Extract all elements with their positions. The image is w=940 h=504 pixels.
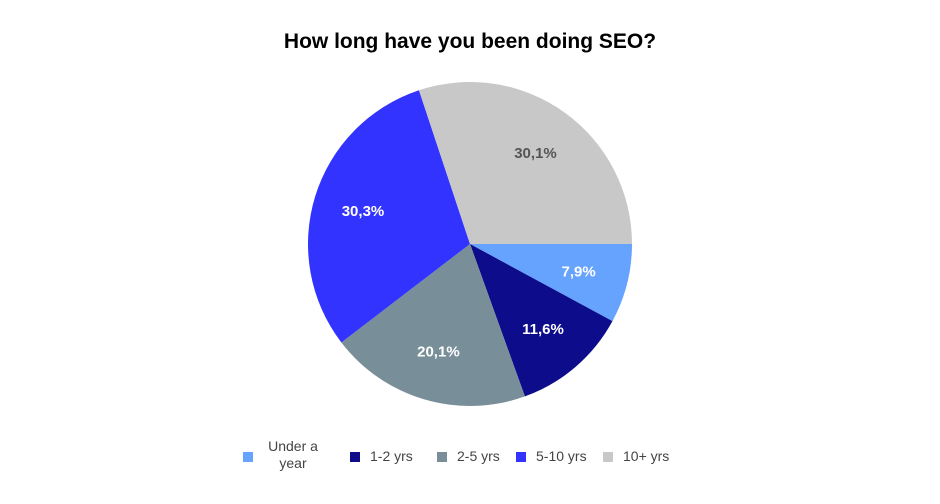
- legend-label: 1-2 yrs: [370, 448, 413, 464]
- legend-item-1-2-yrs: 1-2 yrs: [350, 438, 413, 465]
- pie-slices: [308, 82, 632, 406]
- chart-title: How long have you been doing SEO?: [283, 30, 657, 53]
- pie-slice-10-plus-yrs: [418, 82, 632, 244]
- legend-label: 10+ yrs: [623, 448, 670, 464]
- pie-slice-data-label: 20,1%: [417, 344, 460, 361]
- legend-swatch: [516, 452, 526, 462]
- pie-slice-labels: 7,9% 11,6% 20,1% 30,3% 30,1%: [342, 145, 596, 360]
- pie-slice-data-label: 7,9%: [561, 264, 595, 281]
- legend: Under a year 1-2 yrs 2-5 yrs 5-10 yrs 10…: [0, 438, 940, 478]
- pie-slice-data-label: 30,1%: [514, 145, 557, 162]
- legend-swatch: [437, 452, 447, 462]
- pie-slice-data-label: 11,6%: [522, 321, 564, 338]
- legend-swatch: [603, 452, 613, 462]
- pie-slice-5-10-yrs: [308, 90, 470, 343]
- legend-item-10-plus-yrs: 10+ yrs: [603, 438, 669, 465]
- pie-slice-under-a-year: [470, 244, 632, 322]
- pie-slice-2-5-yrs: [341, 244, 525, 406]
- pie-slice-1-2-yrs: [470, 244, 613, 397]
- legend-item-2-5-yrs: 2-5 yrs: [437, 438, 500, 465]
- pie-slice-data-label: 30,3%: [342, 203, 385, 220]
- legend-item-under-a-year: Under a year: [243, 438, 323, 472]
- legend-swatch: [350, 452, 360, 462]
- legend-swatch: [243, 452, 253, 462]
- legend-label: Under a year: [268, 438, 318, 471]
- legend-item-5-10-yrs: 5-10 yrs: [516, 438, 587, 465]
- legend-label: 5-10 yrs: [536, 448, 587, 464]
- legend-label: 2-5 yrs: [457, 448, 500, 464]
